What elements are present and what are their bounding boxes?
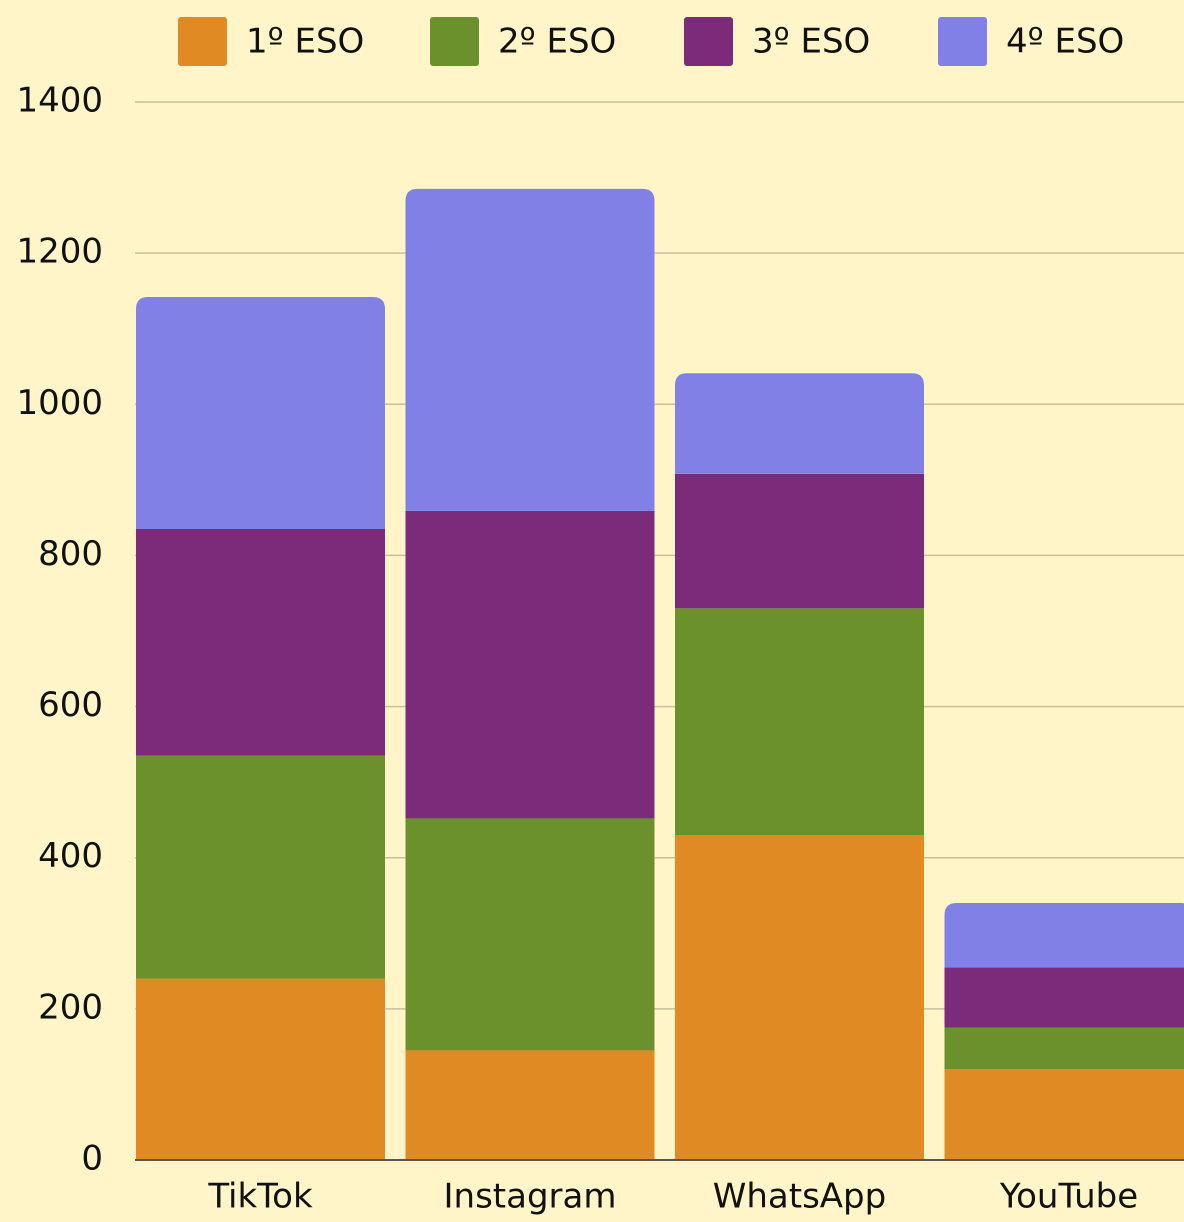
x-tick-label: WhatsApp: [713, 1177, 886, 1217]
bar-segment: [944, 967, 1184, 1028]
bar-segment: [944, 903, 1184, 968]
y-tick-label: 800: [38, 534, 103, 574]
y-tick-label: 0: [81, 1139, 103, 1179]
y-tick-label: 400: [38, 836, 103, 876]
bar-segment: [675, 373, 924, 474]
bar-segment: [405, 188, 655, 511]
bar-segment: [944, 1027, 1184, 1070]
y-tick-label: 1000: [16, 383, 103, 423]
y-tick-label: 1200: [16, 232, 103, 272]
legend-swatch: [178, 17, 227, 66]
x-tick-label: TikTok: [207, 1177, 313, 1217]
y-tick-label: 1400: [16, 81, 103, 121]
bar-segment: [136, 528, 385, 756]
bar-segment: [944, 1069, 1184, 1160]
legend-swatch: [430, 17, 479, 66]
bar-segment: [136, 296, 385, 529]
bar-segment: [405, 510, 655, 819]
bar-segment: [675, 473, 924, 609]
y-tick-label: 600: [38, 685, 103, 725]
x-tick-label: YouTube: [999, 1177, 1138, 1217]
legend-label: 2º ESO: [498, 22, 616, 62]
legend-label: 4º ESO: [1006, 22, 1124, 62]
x-tick-label: Instagram: [444, 1177, 617, 1217]
legend-label: 3º ESO: [752, 22, 870, 62]
bar-segment: [405, 1050, 655, 1160]
bar-segment: [136, 755, 385, 979]
bar-segment: [136, 978, 385, 1160]
y-tick-label: 200: [38, 987, 103, 1027]
bar-segment: [675, 835, 924, 1160]
bar-segment: [675, 608, 924, 836]
legend-label: 1º ESO: [246, 22, 364, 62]
bar-segment: [405, 818, 655, 1051]
legend-swatch: [938, 17, 987, 66]
legend-swatch: [684, 17, 733, 66]
